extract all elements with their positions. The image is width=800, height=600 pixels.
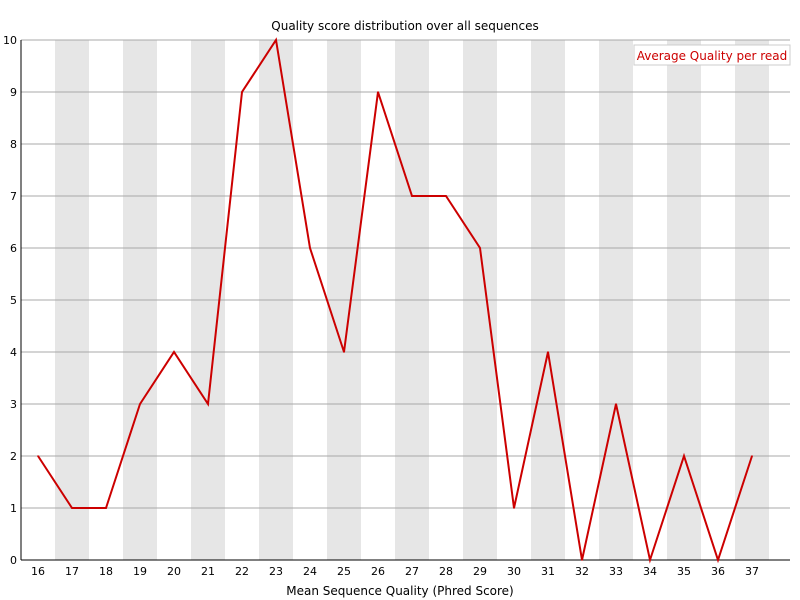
y-tick-label: 10 bbox=[3, 34, 17, 47]
x-tick-label: 19 bbox=[133, 565, 147, 578]
x-axis-label: Mean Sequence Quality (Phred Score) bbox=[286, 584, 514, 598]
x-tick-label: 33 bbox=[609, 565, 623, 578]
data-point bbox=[207, 403, 209, 405]
data-point bbox=[37, 455, 39, 457]
x-tick-label: 31 bbox=[541, 565, 555, 578]
x-tick-label: 30 bbox=[507, 565, 521, 578]
data-point bbox=[649, 559, 651, 561]
data-point bbox=[71, 507, 73, 509]
y-tick-label: 5 bbox=[10, 294, 17, 307]
x-tick-label: 35 bbox=[677, 565, 691, 578]
data-point bbox=[751, 455, 753, 457]
axes bbox=[20, 40, 790, 561]
x-tick-label: 24 bbox=[303, 565, 317, 578]
x-tick-label: 37 bbox=[745, 565, 759, 578]
y-tick-label: 2 bbox=[10, 450, 17, 463]
data-point bbox=[513, 507, 515, 509]
data-point bbox=[377, 91, 379, 93]
data-point bbox=[309, 247, 311, 249]
legend-item-label: Average Quality per read bbox=[637, 49, 788, 63]
x-tick-labels: 16 17 18 19 20 21 22 23 24 25 26 27 28 29 30 31 32 33 34 35… bbox=[31, 565, 759, 578]
series-lines bbox=[37, 37, 753, 564]
series-line bbox=[37, 37, 753, 564]
x-tick-label: 17 bbox=[65, 565, 79, 578]
data-point bbox=[343, 351, 345, 353]
data-point bbox=[105, 507, 107, 509]
y-tick-label: 9 bbox=[10, 86, 17, 99]
data-point bbox=[241, 91, 243, 93]
data-point bbox=[717, 559, 719, 561]
y-tick-label: 0 bbox=[10, 554, 17, 567]
x-tick-label: 32 bbox=[575, 565, 589, 578]
data-point bbox=[139, 403, 141, 405]
x-tick-label: 18 bbox=[99, 565, 113, 578]
data-point bbox=[683, 455, 685, 457]
x-tick-label: 34 bbox=[643, 565, 657, 578]
y-tick-label: 4 bbox=[10, 346, 17, 359]
x-tick-label: 21 bbox=[201, 565, 215, 578]
data-point bbox=[275, 39, 277, 41]
x-tick-label: 36 bbox=[711, 565, 725, 578]
data-point bbox=[615, 403, 617, 405]
y-tick-label: 7 bbox=[10, 190, 17, 203]
x-tick-label: 22 bbox=[235, 565, 249, 578]
y-tick-label: 6 bbox=[10, 242, 17, 255]
data-point bbox=[173, 351, 175, 353]
horizontal-gridlines bbox=[21, 39, 790, 509]
data-point bbox=[581, 559, 583, 561]
x-tick-label: 20 bbox=[167, 565, 181, 578]
x-tick-label: 25 bbox=[337, 565, 351, 578]
x-tick-label: 16 bbox=[31, 565, 45, 578]
legend-box bbox=[633, 44, 791, 66]
y-tick-labels: 0 1 2 3 4 5 6 7 8 9 10 bbox=[3, 34, 17, 567]
legend: Average Quality per read bbox=[633, 44, 791, 66]
y-tick-label: 8 bbox=[10, 138, 17, 151]
y-tick-label: 1 bbox=[10, 502, 17, 515]
data-point bbox=[445, 195, 447, 197]
x-tick-label: 29 bbox=[473, 565, 487, 578]
chart-title: Quality score distribution over all sequ… bbox=[271, 19, 538, 33]
x-tick-label: 28 bbox=[439, 565, 453, 578]
y-tick-label: 3 bbox=[10, 398, 17, 411]
data-point bbox=[479, 247, 481, 249]
x-tick-label: 26 bbox=[371, 565, 385, 578]
x-tick-label: 23 bbox=[269, 565, 283, 578]
x-tick-label: 27 bbox=[405, 565, 419, 578]
data-point bbox=[411, 195, 413, 197]
data-point bbox=[547, 351, 549, 353]
